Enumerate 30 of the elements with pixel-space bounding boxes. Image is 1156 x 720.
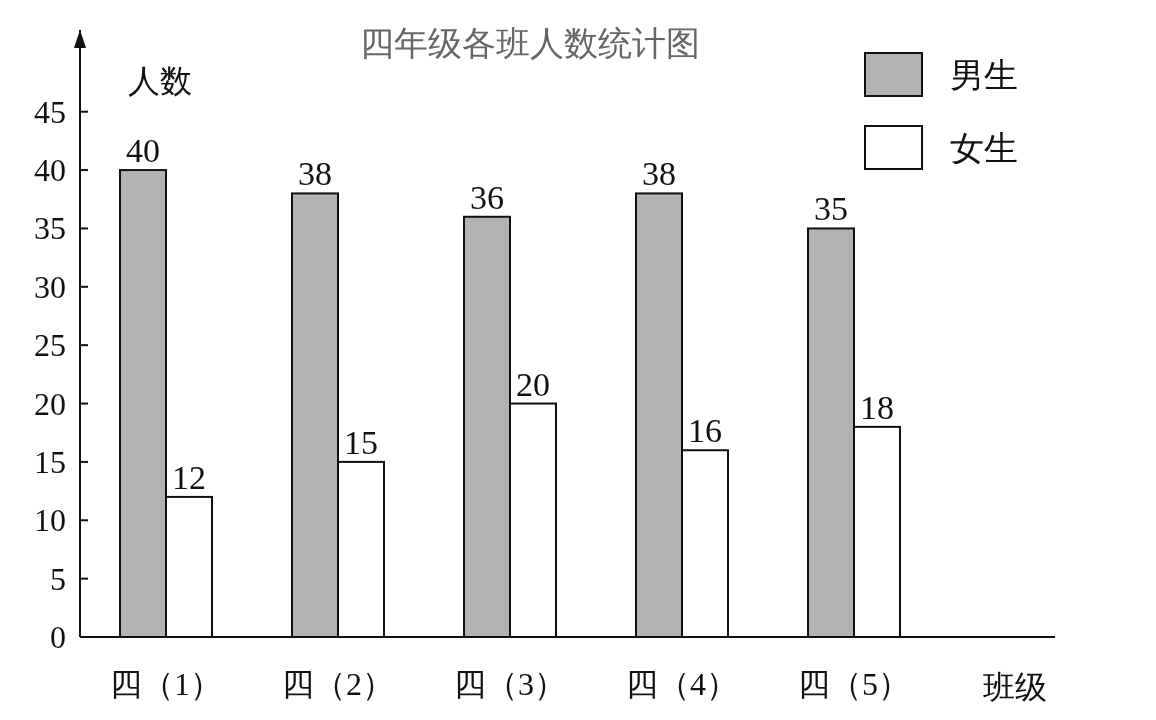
legend-label: 男生: [950, 57, 1018, 94]
tick-label: 5: [50, 560, 66, 597]
category-label: 四（3）: [454, 666, 566, 702]
category-label: 四（1）: [110, 666, 222, 702]
category-label: 四（2）: [282, 666, 394, 702]
data-label: 40: [126, 132, 160, 170]
tick-label: 15: [34, 443, 66, 480]
category-label: 四（5）: [798, 666, 910, 702]
y-label: 人数: [128, 63, 192, 99]
data-label: 16: [688, 412, 722, 450]
tick-label: 10: [34, 502, 66, 539]
category-label: 四（4）: [626, 666, 738, 702]
data-label: 20: [516, 365, 550, 403]
tick-label: 30: [34, 268, 66, 305]
tick-label: 40: [34, 152, 66, 189]
x-label: 班级: [983, 669, 1047, 705]
data-label: 38: [298, 155, 332, 193]
data-label: 12: [172, 458, 206, 496]
data-label: 18: [860, 388, 894, 426]
legend-label: 女生: [950, 130, 1018, 167]
tick-label: 35: [34, 210, 66, 247]
title: 四年级各班人数统计图: [360, 25, 700, 62]
data-label: 38: [642, 155, 676, 193]
data-label: 15: [344, 423, 378, 461]
tick-label: 45: [34, 93, 66, 130]
tick-label: 25: [34, 327, 66, 364]
tick-label: 0: [50, 619, 66, 655]
tick-label: 20: [34, 385, 66, 422]
data-label: 36: [470, 178, 504, 216]
data-label: 35: [814, 190, 848, 228]
